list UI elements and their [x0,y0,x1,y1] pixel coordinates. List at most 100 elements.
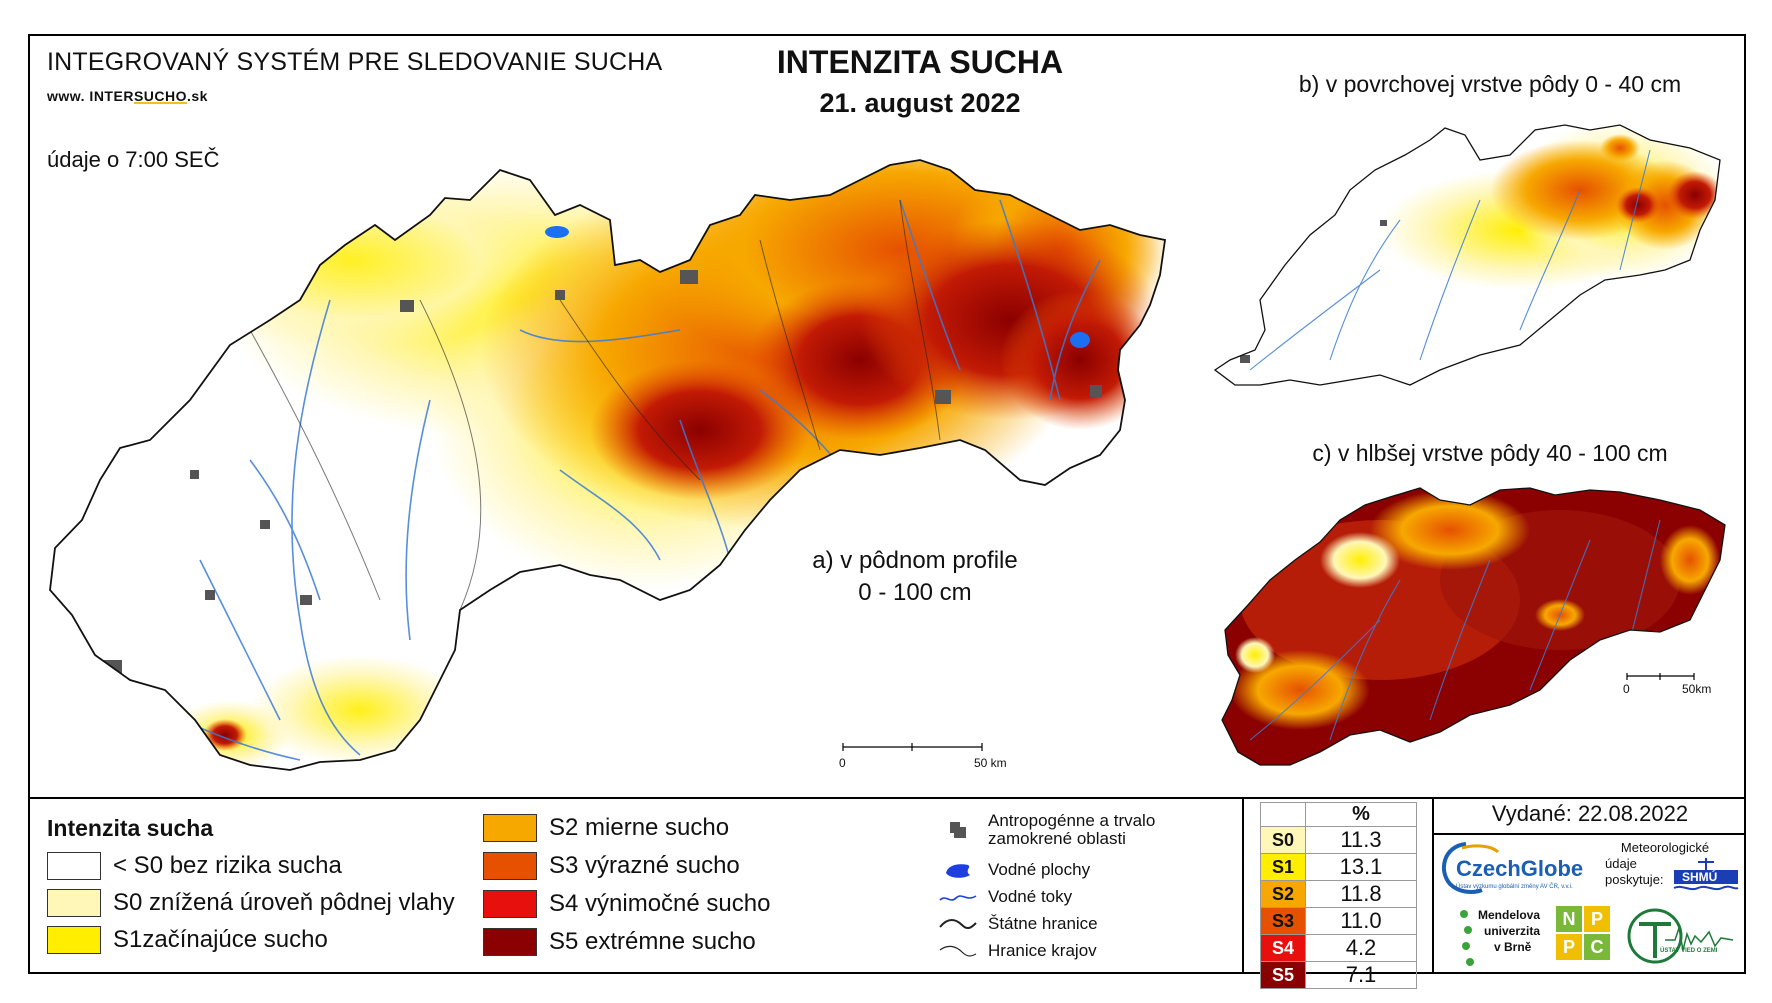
map-date: 21. august 2022 [819,88,1021,118]
legend-swatch [483,890,537,918]
legend-item-s5: S5 extrémne sucho [483,928,756,956]
main-scale-end: 50 km [974,756,1007,770]
table-value-cell: 11.3 [1305,826,1417,854]
legend-swatch [47,926,101,954]
legend-label: S0 znížená úroveň pôdnej vlahy [113,889,455,916]
legend-symbol-state-border: Štátne hranice [938,913,1098,935]
table-class-cell: S3 [1260,907,1306,935]
url-underlined: SUCHO [133,88,187,104]
legend-label: S4 výnimočné sucho [549,890,771,917]
legend-label: S3 výrazné sucho [549,852,740,879]
table-class-cell: S0 [1260,826,1306,854]
table-row: % [1260,802,1417,827]
table-value-cell: 11.8 [1305,880,1417,908]
legend-item-s1: S1začínajúce sucho [47,926,328,954]
table-row: S5 7.1 [1260,961,1417,989]
small-scale-start: 0 [1623,682,1630,696]
table-row: S2 11.8 [1260,880,1417,908]
nppc-logo: N P P C [1556,906,1610,960]
region-border-icon [939,945,977,957]
legend-swatch [483,814,537,842]
system-url[interactable]: www. INTERSUCHO.sk [47,88,208,104]
czechglobe-logo-icon [1441,842,1500,894]
legend-label: < S0 bez rizika sucha [113,852,342,879]
nppc-letter: P [1584,906,1610,932]
main-map-label-line1: a) v pôdnom profile [812,547,1018,574]
legend-strip [28,797,1746,974]
legend-item-s3: S3 výrazné sucho [483,852,740,880]
nppc-letter: N [1556,906,1582,932]
mendel-line1: Mendelova [1478,908,1541,922]
nppc-letter: C [1584,934,1610,960]
surface-map [1215,125,1720,385]
mendel-line3: v Brně [1494,940,1532,954]
legend-item-s4: S4 výnimočné sucho [483,890,770,918]
legend-label: S1začínajúce sucho [113,926,328,953]
table-value-cell: 7.1 [1305,961,1417,989]
legend-item-below-s0: < S0 bez rizika sucha [47,852,342,880]
small-scale-bar [1626,673,1695,680]
uvz-name: ÚSTAV VIED O ZEMI [1660,948,1718,954]
issued-date: Vydané: 22.08.2022 [1434,801,1746,835]
meteo-line1: Meteorologické [1620,840,1710,855]
table-row: S0 11.3 [1260,826,1417,854]
nppc-letter: P [1556,934,1582,960]
table-value-cell: 13.1 [1305,853,1417,881]
legend-symbol-water-body: Vodné plochy [938,859,1090,881]
legend-symbol-urban: Antropogénne a trvalo zamokrené oblasti [938,812,1198,848]
percent-table: % S0 11.3 S1 13.1 S2 11.8 S3 11.0 S4 4.2… [1260,802,1417,989]
legend-swatch [47,889,101,917]
state-border-icon [939,919,977,930]
legend-title: Intenzita sucha [47,815,214,841]
legend-symbol-label: Štátne hranice [988,914,1098,933]
meteo-line3: poskytuje: [1605,872,1664,887]
legend-item-s0: S0 znížená úroveň pôdnej vlahy [47,889,455,917]
table-value-cell: 11.0 [1305,907,1417,935]
main-map [50,160,1165,770]
legend-label: S2 mierne sucho [549,814,730,841]
czechglobe-name: CzechGlobe [1456,856,1584,881]
legend-item-s2: S2 mierne sucho [483,814,729,842]
legend-symbol-region-border: Hranice krajov [938,940,1097,962]
table-header-blank [1260,802,1306,827]
table-class-cell: S1 [1260,853,1306,881]
main-map-label-line2: 0 - 100 cm [858,579,972,606]
legend-swatch [47,852,101,880]
water-body-icon [946,864,970,878]
observation-time: údaje o 7:00 SEČ [47,147,220,172]
page-title: INTENZITA SUCHA [776,44,1064,80]
table-row: S3 11.0 [1260,907,1417,935]
legend-swatch [483,928,537,956]
urban-area-icon [950,822,966,838]
legend-symbol-label: Hranice krajov [988,941,1097,960]
mendel-dots-icon [1460,910,1474,966]
legend-symbol-label: Antropogénne a trvalo zamokrené oblasti [988,811,1156,848]
legend-divider [1242,799,1244,974]
legend-symbol-river: Vodné toky [938,886,1072,908]
legend-label: S5 extrémne sucho [549,928,756,955]
small-scale-end: 50km [1682,682,1712,696]
main-scale-start: 0 [839,756,846,770]
url-prefix: www. INTER [47,88,134,104]
legend-divider [1432,799,1434,974]
table-class-cell: S4 [1260,934,1306,962]
table-value-cell: 4.2 [1305,934,1417,962]
legend-symbol-label: Vodné toky [988,887,1073,906]
uvz-logo-icon [1627,908,1734,964]
legend-symbol-label: Vodné plochy [988,860,1091,879]
meteo-line2: údaje [1605,856,1637,871]
system-title: INTEGROVANÝ SYSTÉM PRE SLEDOVANIE SUCHA [47,48,663,76]
czechglobe-subtitle: Ústav výzkumu globální změny AV ČR, v.v.… [1456,884,1573,890]
legend-swatch [483,852,537,880]
shmu-name: SHMÚ [1682,870,1718,884]
main-scale-bar [842,743,983,751]
deep-map [1222,488,1725,765]
river-icon [939,895,977,901]
table-row: S1 13.1 [1260,853,1417,881]
table-header-percent: % [1305,802,1417,827]
table-row: S4 4.2 [1260,934,1417,962]
shmu-logo-icon [1673,858,1739,891]
surface-map-label: b) v povrchovej vrstve pôdy 0 - 40 cm [1298,71,1682,97]
deep-map-label: c) v hlbšej vrstve pôdy 40 - 100 cm [1312,440,1668,466]
